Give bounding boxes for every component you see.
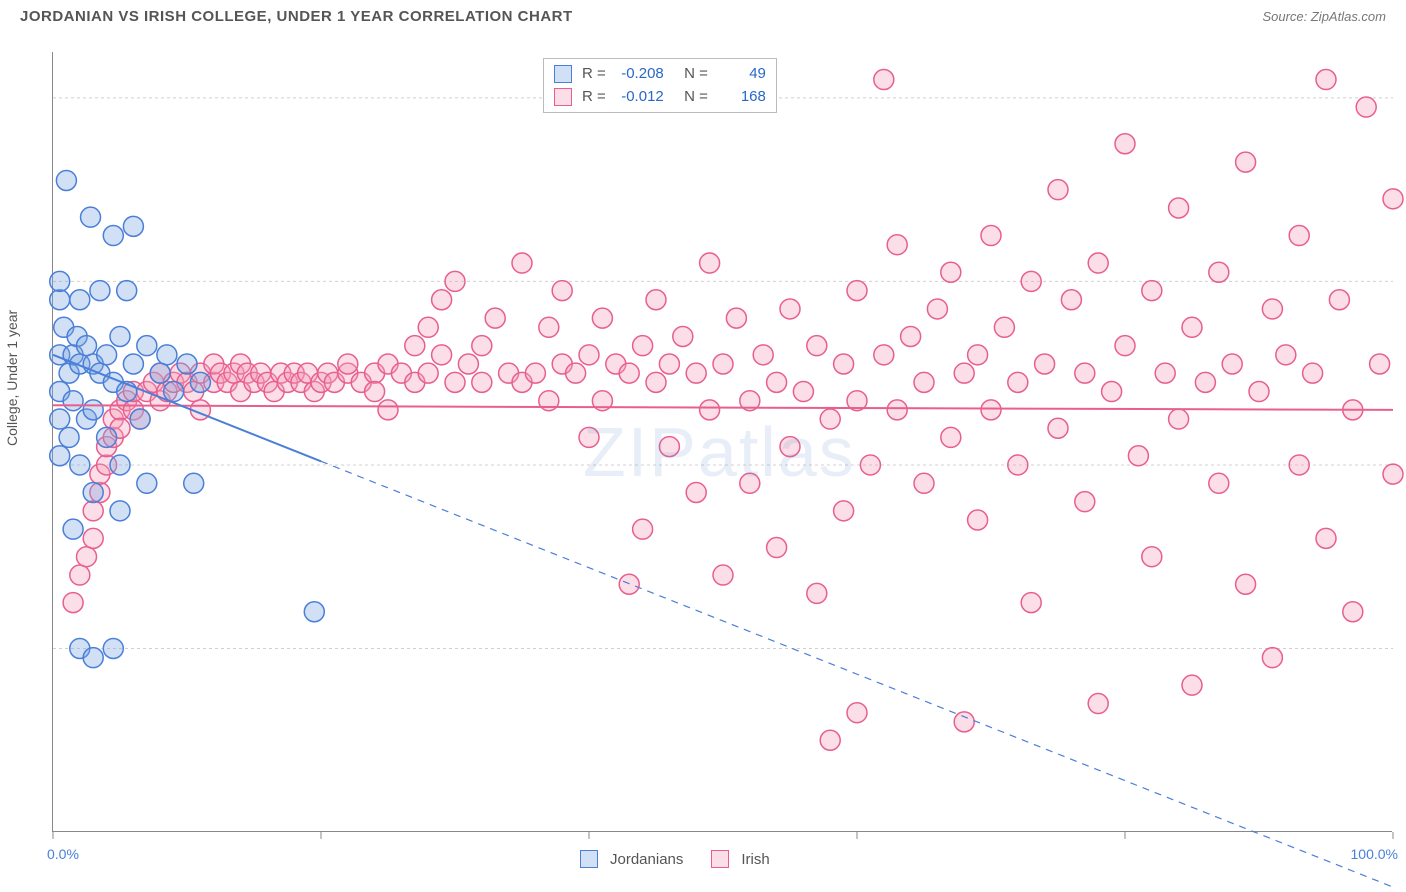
legend-swatch-jordanians bbox=[580, 850, 598, 868]
stats-row-irish: R = -0.012 N = 168 bbox=[554, 86, 766, 109]
n-label: N = bbox=[684, 63, 708, 86]
swatch-jordanians bbox=[554, 65, 572, 83]
swatch-irish bbox=[554, 88, 572, 106]
r-value-jordanians: -0.208 bbox=[612, 63, 664, 86]
stats-row-jordanians: R = -0.208 N = 49 bbox=[554, 63, 766, 86]
source-value: ZipAtlas.com bbox=[1311, 9, 1386, 24]
n-label-2: N = bbox=[684, 86, 708, 109]
legend-label-jordanians: Jordanians bbox=[610, 851, 683, 868]
y-axis-label: College, Under 1 year bbox=[4, 310, 20, 446]
legend-item-irish: Irish bbox=[711, 850, 769, 868]
r-label-2: R = bbox=[582, 86, 606, 109]
scatter-plot-svg bbox=[53, 52, 1392, 831]
bottom-legend: Jordanians Irish bbox=[580, 850, 770, 868]
legend-item-jordanians: Jordanians bbox=[580, 850, 683, 868]
plot-area: ZIPatlas R = -0.208 N = 49 R = -0.012 N … bbox=[52, 52, 1392, 832]
n-value-jordanians: 49 bbox=[714, 63, 766, 86]
r-label: R = bbox=[582, 63, 606, 86]
x-tick-label: 100.0% bbox=[1351, 846, 1398, 862]
chart-source: Source: ZipAtlas.com bbox=[1262, 9, 1386, 24]
n-value-irish: 168 bbox=[714, 86, 766, 109]
source-label: Source: bbox=[1262, 9, 1310, 24]
x-tick-label: 0.0% bbox=[47, 846, 79, 862]
r-value-irish: -0.012 bbox=[612, 86, 664, 109]
correlation-stats-box: R = -0.208 N = 49 R = -0.012 N = 168 bbox=[543, 58, 777, 113]
legend-swatch-irish bbox=[711, 850, 729, 868]
chart-title: JORDANIAN VS IRISH COLLEGE, UNDER 1 YEAR… bbox=[20, 8, 573, 25]
chart-header: JORDANIAN VS IRISH COLLEGE, UNDER 1 YEAR… bbox=[0, 0, 1406, 29]
legend-label-irish: Irish bbox=[741, 851, 769, 868]
